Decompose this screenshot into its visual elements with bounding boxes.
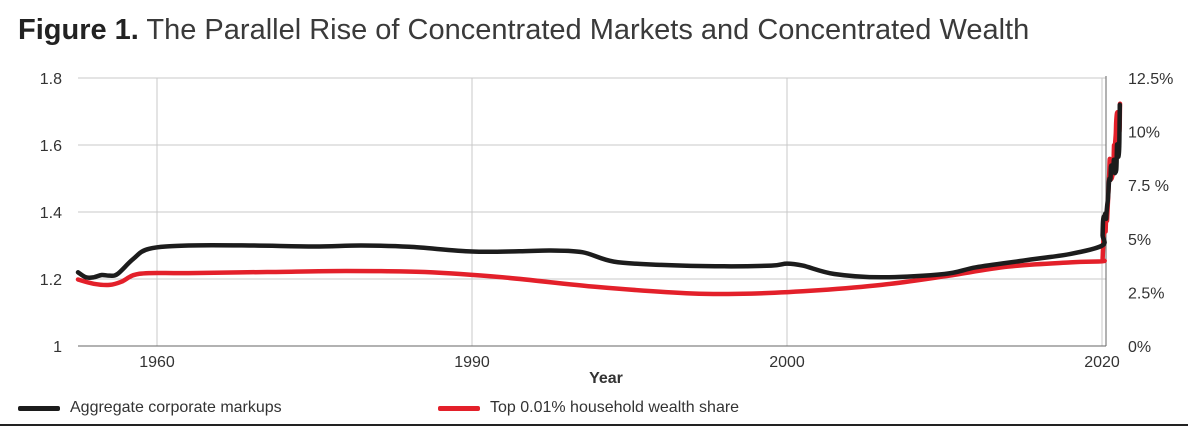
right-tick-label: 2.5% — [1128, 285, 1164, 302]
left-tick-label: 1.8 — [40, 71, 62, 88]
right-tick-label: 12.5% — [1128, 71, 1173, 88]
x-tick-label: 1990 — [454, 354, 490, 371]
left-axis-ticks: 1 1.2 1.4 1.6 1.8 — [40, 71, 62, 356]
x-tick-label: 2020 — [1084, 354, 1120, 371]
left-tick-label: 1 — [53, 339, 62, 356]
series-line-markups — [75, 102, 1123, 281]
gridlines — [78, 77, 1106, 346]
right-axis-ticks: 0% 2.5% 5% 7.5 % 10% 12.5% — [1128, 71, 1173, 356]
right-tick-label: 5% — [1128, 232, 1151, 249]
left-tick-label: 1.4 — [40, 205, 62, 222]
right-tick-label: 7.5 % — [1128, 178, 1169, 195]
chart-title: Figure 1. The Parallel Rise of Concentra… — [18, 14, 1029, 47]
x-axis-ticks: 1960 1990 2000 2020 — [139, 354, 1120, 371]
legend-swatch-markups — [18, 405, 60, 411]
series-layer — [75, 101, 1123, 297]
x-tick-label: 1960 — [139, 354, 175, 371]
left-tick-label: 1.2 — [40, 272, 62, 289]
bottom-rule — [0, 424, 1188, 426]
x-tick-label: 2000 — [769, 354, 805, 371]
legend-item-markups: Aggregate corporate markups — [18, 399, 282, 417]
x-axis-label: Year — [589, 370, 623, 387]
figure-number: Figure 1. — [18, 14, 139, 46]
legend-label-wealth: Top 0.01% household wealth share — [490, 399, 740, 416]
legend-label-markups: Aggregate corporate markups — [70, 399, 282, 416]
right-tick-label: 10% — [1128, 125, 1160, 142]
right-tick-label: 0% — [1128, 339, 1151, 356]
left-tick-label: 1.6 — [40, 138, 62, 155]
legend-swatch-wealth — [438, 405, 480, 411]
plot-frame — [78, 76, 1107, 347]
series-line-wealth — [75, 101, 1123, 297]
legend-item-wealth: Top 0.01% household wealth share — [438, 399, 739, 417]
figure-title-text: The Parallel Rise of Concentrated Market… — [146, 14, 1030, 46]
